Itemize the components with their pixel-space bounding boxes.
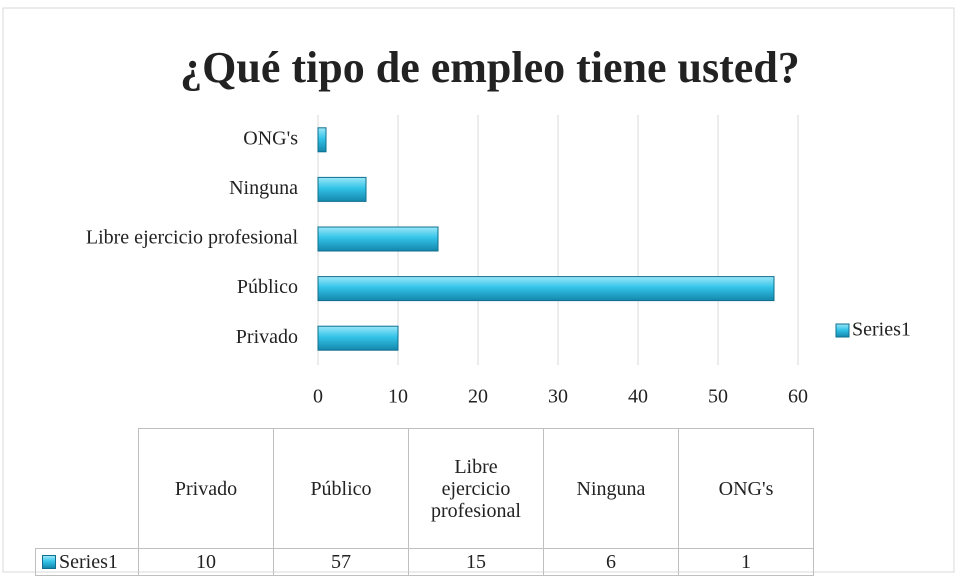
x-tick-label: 0: [313, 386, 323, 408]
table-header: Libre ejercicio profesional: [408, 428, 544, 549]
table-header: Público: [273, 428, 409, 549]
table-cell: 57: [273, 548, 409, 576]
x-tick-label: 50: [708, 386, 728, 408]
table-cell: 1: [678, 548, 814, 576]
legend-label: Series1: [852, 319, 911, 341]
table-cell: 15: [408, 548, 544, 576]
y-tick-label: Libre ejercicio profesional: [86, 227, 299, 249]
table-cell: 10: [138, 548, 274, 576]
x-tick-label: 20: [468, 386, 488, 408]
bar: [317, 127, 327, 153]
table-header: ONG's: [678, 428, 814, 549]
x-tick-label: 30: [548, 386, 568, 408]
legend-swatch: [835, 323, 850, 338]
x-tick-label: 40: [628, 386, 648, 408]
y-tick-label: Público: [237, 276, 298, 298]
table-legend-cell: Series1: [35, 548, 139, 576]
y-tick-label: Ninguna: [229, 177, 298, 199]
y-tick-label: ONG's: [243, 127, 298, 149]
chart-title: ¿Qué tipo de empleo tiene usted?: [180, 43, 800, 92]
bar: [317, 325, 399, 351]
bar: [317, 276, 775, 302]
table-header: Ninguna: [543, 428, 679, 549]
legend-label: Series1: [59, 551, 118, 573]
bar: [317, 226, 439, 252]
bar: [317, 176, 367, 202]
x-tick-label: 10: [388, 386, 408, 408]
y-tick-label: Privado: [236, 326, 298, 348]
x-tick-label: 60: [788, 386, 808, 408]
table-cell: 6: [543, 548, 679, 576]
table-header: Privado: [138, 428, 274, 549]
legend-swatch: [42, 555, 56, 569]
